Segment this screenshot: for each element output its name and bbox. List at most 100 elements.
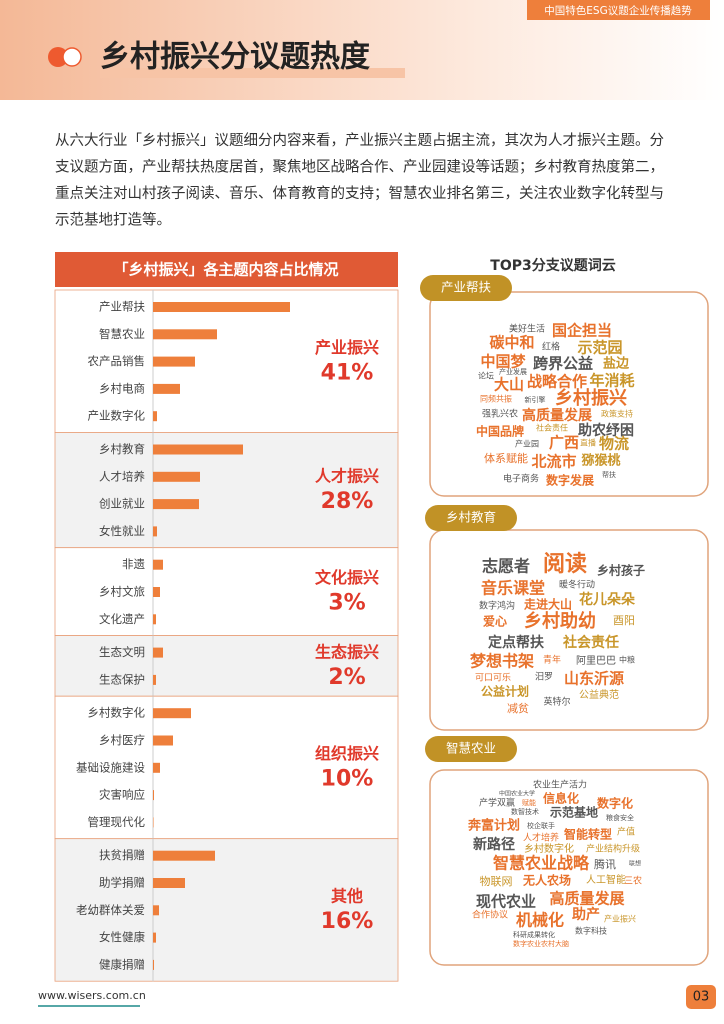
- intro: 从六大行业「乡村振兴」议题细分内容来看，产业振兴主题占据主流，其次为人才振兴主题…: [55, 132, 664, 229]
- cloud-word: 数字鸿沟: [479, 600, 515, 612]
- group-share: 16%: [321, 909, 374, 934]
- cloud-word: 数字科技: [575, 926, 607, 936]
- cloud-word: 英特尔: [543, 696, 570, 708]
- cloud-word: 农业生产活力: [533, 779, 587, 791]
- cloud-word: 北流市: [531, 453, 576, 471]
- cloud-word: 酉阳: [613, 614, 635, 627]
- bar: [153, 674, 156, 685]
- cloud-name: 智慧农业: [446, 741, 496, 756]
- cloud-word: 走进大山: [524, 597, 572, 612]
- bar: [153, 817, 154, 828]
- cloud-pill: [420, 275, 512, 301]
- cloud-word: 数字化: [597, 796, 633, 811]
- cloud-word: 社会责任: [536, 423, 568, 433]
- bar: [153, 932, 156, 943]
- cloud-word: 强乳兴农: [482, 408, 518, 420]
- cloud-word: 人才培养: [523, 832, 559, 844]
- cloud-word: 公益典范: [579, 688, 619, 701]
- cloud-word: 乡村振兴: [555, 387, 627, 409]
- bullet: [62, 47, 82, 67]
- cloud-word: 政策支持: [601, 409, 633, 419]
- cloud-word: 产学双赢: [479, 797, 515, 809]
- cloud-word: 国企担当: [552, 322, 612, 340]
- cloud-word: 智慧农业战略: [493, 854, 590, 873]
- cloud-word: 助农纾困: [578, 422, 634, 439]
- cloud-word: 中国品牌: [476, 424, 524, 439]
- bar-label: 农产品销售: [88, 354, 146, 368]
- cloud-word: 青年: [543, 654, 561, 666]
- cloud-word: 红格: [542, 341, 560, 353]
- cloud-word: 数智技术: [511, 807, 539, 816]
- intro-line: 从六大行业「乡村振兴」议题细分内容来看，产业振兴主题占据主流，其次为人才振兴主题…: [55, 132, 664, 149]
- cloud-word: 跨界公益: [533, 355, 593, 373]
- cloud-word: 定点帮扶: [488, 634, 545, 651]
- cloud-word: 人工智能: [586, 873, 626, 886]
- group-name: 人才振兴: [315, 467, 379, 486]
- cloud-word: 示范园: [577, 339, 622, 357]
- cloud-word: 无人农场: [522, 873, 571, 888]
- cloud-word: 产业园: [515, 439, 539, 449]
- group-share: 28%: [321, 489, 374, 514]
- cloud-word: 现代农业: [476, 893, 536, 911]
- intro-line: 支议题方面，产业帮扶热度居首，聚焦地区战略合作、产业园建设等话题；乡村教育热度第…: [55, 158, 664, 176]
- bar: [153, 526, 157, 537]
- bar: [153, 559, 163, 570]
- title-underline: [100, 68, 405, 78]
- cloud-word: 合作协议: [472, 909, 508, 921]
- cloud-word: 社会责任: [562, 634, 619, 651]
- cloud-word: 高质量发展: [522, 407, 592, 424]
- bar-label: 乡村医疗: [99, 733, 145, 747]
- cloud-word: 三农: [624, 875, 642, 887]
- cloud-word: 阅读: [543, 552, 587, 577]
- intro-line: 重点关注对山村孩子阅读、音乐、体育教育的支持；智慧农业排名第三，关注农业数字化转…: [55, 184, 664, 202]
- group-share: 2%: [328, 665, 365, 690]
- cloud-name: 产业帮扶: [441, 280, 492, 295]
- cloud-word: 梦想书架: [470, 652, 534, 671]
- bar-label: 扶贫捐赠: [99, 848, 145, 862]
- cloud-word: 乡村助幼: [524, 610, 596, 632]
- cloud-word: 战略合作: [527, 373, 587, 391]
- cloud-word: 志愿者: [482, 557, 530, 576]
- group-name: 文化振兴: [315, 568, 379, 587]
- bar: [153, 762, 160, 773]
- bar-label: 乡村文旅: [99, 585, 145, 599]
- bar-label: 产业数字化: [88, 409, 146, 423]
- cloud-word: 产值: [617, 826, 635, 838]
- bar: [153, 587, 160, 597]
- cloud-word: 帮扶: [602, 470, 616, 479]
- group-bg: [54, 695, 399, 840]
- cloud-box: [429, 529, 709, 731]
- cloud-word: 大山: [494, 376, 524, 394]
- cloud-word: 高质量发展: [549, 890, 624, 908]
- bar-label: 生态保护: [99, 672, 145, 686]
- bar-label: 创业就业: [99, 497, 145, 511]
- cloud-word: 智能转型: [563, 827, 612, 842]
- intro-line: 示范基地打造等。: [55, 211, 171, 229]
- bar-label: 管理现代化: [88, 815, 146, 829]
- bar: [153, 411, 157, 422]
- cloud-word: 乡村孩子: [597, 563, 645, 578]
- bar-label: 乡村教育: [99, 442, 145, 456]
- cloud-word: 数字发展: [546, 473, 594, 488]
- cloud-word: 新路径: [473, 836, 515, 853]
- group-bg: [54, 838, 399, 982]
- bar-label: 基础设施建设: [76, 760, 145, 774]
- cloud-word: 碳中和: [489, 334, 534, 352]
- cloud-word: 盐边: [603, 356, 630, 372]
- cloud-word: 产业发展: [499, 367, 527, 376]
- bar: [153, 878, 185, 888]
- cloud-word: 公益计划: [481, 684, 529, 699]
- bar-label: 灾害响应: [99, 788, 145, 802]
- cloud-word: 可口可乐: [475, 672, 511, 684]
- bar-label: 生态文明: [99, 645, 145, 659]
- bar-label: 乡村电商: [99, 381, 145, 395]
- cloud-pill: [425, 736, 517, 762]
- footer-url: www.wisers.com.cn: [38, 989, 146, 1002]
- bar: [153, 850, 215, 861]
- header-tag-bg: [527, 0, 710, 20]
- bar-label: 助学捐赠: [99, 876, 145, 890]
- header-tag: 中国特色ESG议题企业传播趋势: [544, 4, 692, 17]
- bar: [153, 444, 243, 455]
- cloud-word: 山东沂源: [564, 670, 624, 688]
